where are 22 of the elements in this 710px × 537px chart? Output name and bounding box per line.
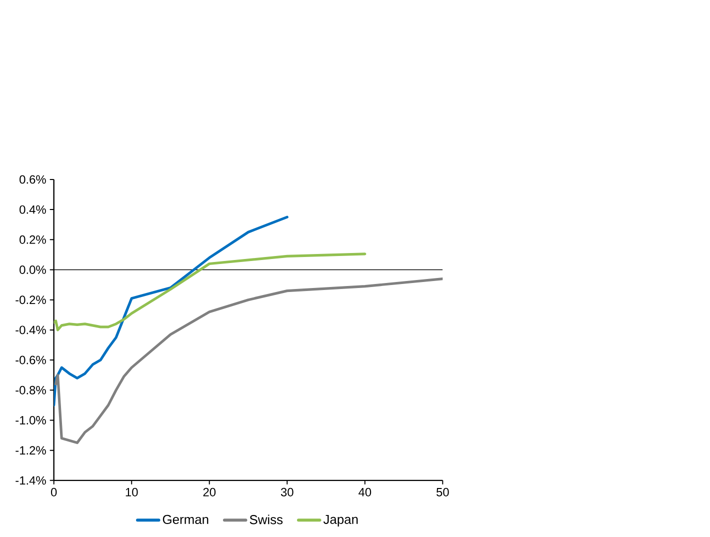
legend-label: German	[162, 514, 208, 524]
y-tick-label: -1.0%	[16, 416, 46, 424]
x-tick-label: 10	[126, 488, 138, 496]
legend-label: Japan	[323, 514, 358, 526]
y-tick-label: -0.4%	[16, 326, 46, 334]
x-tick-label: 50	[436, 488, 449, 496]
y-tick-label: -0.2%	[16, 296, 46, 304]
line-series	[54, 216, 288, 406]
x-tick-label: 20	[203, 488, 216, 496]
y-tick-label: 0.4%	[20, 205, 46, 214]
y-tick-label: -1.2%	[16, 446, 46, 454]
x-tick-label: 30	[280, 488, 294, 496]
legend-label: Swiss	[250, 514, 283, 524]
x-tick-label: 0	[50, 488, 57, 496]
y-tick-label: 0.6%	[20, 175, 46, 184]
y-tick-label: 0.2%	[20, 235, 46, 244]
y-tick-label: -0.8%	[16, 386, 46, 394]
y-tick-label: 0.0%	[20, 265, 46, 274]
y-tick-label: -0.6%	[16, 356, 46, 364]
y-tick-label: -1.4%	[16, 476, 46, 485]
x-tick-label: 40	[358, 488, 372, 496]
line-series	[54, 277, 443, 444]
